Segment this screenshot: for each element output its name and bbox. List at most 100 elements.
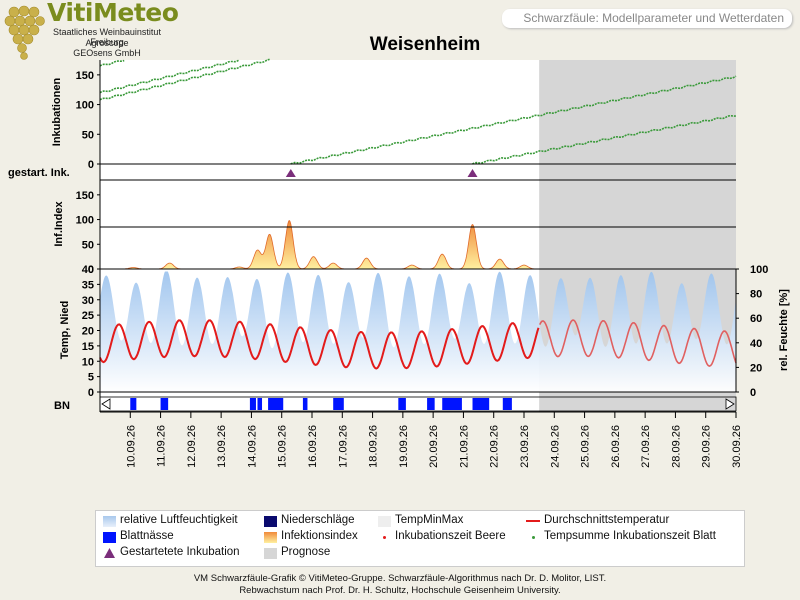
legend-meantemp: Durchschnittstemperatur (544, 514, 670, 526)
humidity-area (100, 271, 736, 392)
footer-credits: VM Schwarzfäule-Grafik © VitiMeteo-Grupp… (0, 573, 800, 597)
leaf-wetness-block-0 (130, 398, 137, 410)
x-tick-label-1: 11.09.26 (156, 425, 168, 467)
incubation-line-3 (290, 75, 737, 165)
incubation-y-tick-3: 150 (76, 70, 94, 82)
legend-precip: Niederschläge (281, 514, 355, 526)
humidity-y-tick-4: 80 (750, 289, 762, 301)
started-incubation-axis-title: gestart. Ink. (8, 167, 70, 179)
precip-swatch-icon (264, 516, 277, 527)
x-tick-label-18: 28.09.26 (670, 425, 682, 468)
logo-institute: Staatliches Weinbauinstitut Freiburg (53, 27, 161, 47)
x-tick-label-6: 16.09.26 (307, 425, 319, 468)
temp-y-tick-8: 40 (82, 264, 94, 276)
logo-title: VitiMeteo (47, 0, 179, 27)
x-tick-label-4: 14.09.26 (246, 425, 258, 468)
humidity-y-tick-5: 100 (750, 264, 768, 276)
date-scroll-bar (99, 396, 737, 412)
leaf-wetness-block-2 (249, 398, 256, 410)
x-tick-label-5: 15.09.26 (277, 425, 289, 468)
x-tick-label-2: 12.09.26 (186, 425, 198, 468)
footer-line-2: Rebwachstum nach Prof. Dr. H. Schultz, H… (239, 585, 561, 596)
infection-y-tick-2: 100 (76, 215, 94, 227)
leaf-wetness-block-8 (427, 398, 435, 410)
x-tick-label-19: 29.09.26 (701, 425, 713, 468)
incubation-line-1 (99, 59, 240, 94)
leaf-wetness-block-1 (160, 398, 169, 410)
x-tick-label-11: 21.09.26 (458, 425, 470, 468)
grape-logo-icon (4, 5, 45, 60)
x-tick-label-3: 13.09.26 (216, 425, 228, 468)
humidity-y-tick-1: 20 (750, 362, 762, 374)
incubation-line-0 (99, 59, 125, 67)
leafwetness-swatch-icon (103, 532, 116, 543)
x-tick-label-16: 26.09.26 (610, 425, 622, 468)
incubation-y-tick-2: 100 (76, 100, 94, 112)
humidity-y-tick-3: 60 (750, 313, 762, 325)
x-tick-label-10: 20.09.26 (428, 425, 440, 468)
scroll-left-arrow-icon (101, 398, 111, 410)
temp-y-tick-2: 10 (82, 356, 94, 368)
temp-axis-title: Temp, Nied (59, 301, 71, 359)
triangle-marker-icon (104, 548, 115, 558)
infection-axis-title: Inf.Index (53, 201, 65, 247)
leaf-wetness-axis-title: BN (54, 400, 70, 412)
logo-agroscope: Agroscope (85, 38, 129, 48)
incubation-axis-title: Inkubationen (51, 78, 63, 147)
tempminmax-swatch-icon (378, 516, 391, 527)
footer-line-1: VM Schwarzfäule-Grafik © VitiMeteo-Grupp… (193, 573, 607, 584)
infection-swatch-icon (264, 532, 277, 543)
infection-index-area (100, 220, 546, 270)
infection-y-tick-1: 50 (82, 239, 94, 251)
humidity-swatch-icon (103, 516, 116, 527)
leaf-wetness-block-10 (472, 398, 490, 410)
temp-y-tick-3: 15 (82, 341, 94, 353)
chart-subtitle: Schwarzfäule: Modellparameter und Wetter… (502, 9, 792, 28)
leaf-wetness-block-11 (502, 398, 512, 410)
leaf-wetness-block-3 (257, 398, 263, 410)
x-tick-label-12: 22.09.26 (489, 425, 501, 468)
x-tick-label-7: 17.09.26 (337, 425, 349, 468)
legend-leafwetness: Blattnässe (120, 530, 174, 542)
leaf-wetness-block-6 (333, 398, 344, 410)
green-dot-icon (532, 536, 535, 539)
humidity-y-tick-2: 40 (750, 338, 762, 350)
mean-temp-line-forecast (539, 319, 737, 367)
legend-tempsum-leaf: Tempsumme Inkubationszeit Blatt (544, 530, 716, 542)
red-dot-icon (383, 536, 386, 539)
temp-y-tick-4: 20 (82, 326, 94, 338)
schwarzfaeule-chart: 0501001500501001500510152025303540020406… (8, 58, 790, 468)
x-tick-label-9: 19.09.26 (398, 425, 410, 468)
infection-y-tick-3: 150 (76, 190, 94, 202)
station-title: Weisenheim (369, 34, 481, 55)
humidity-y-tick-0: 0 (750, 387, 756, 399)
temp-y-tick-6: 30 (82, 295, 94, 307)
leaf-wetness-block-5 (302, 398, 308, 410)
temp-y-tick-5: 25 (82, 310, 94, 322)
started-incubation-marker-1 (467, 169, 478, 177)
x-tick-label-0: 10.09.26 (125, 425, 137, 468)
forecast-swatch-icon (264, 548, 277, 559)
started-incubation-marker-0 (285, 169, 296, 177)
incubation-line-4 (472, 114, 737, 165)
temp-y-tick-0: 0 (88, 387, 94, 399)
legend-humidity: relative Luftfeuchtigkeit (120, 514, 238, 526)
infection-y-tick-0: 0 (88, 264, 94, 276)
chart-legend: relative Luftfeuchtigkeit Niederschläge … (95, 510, 745, 567)
x-tick-label-14: 24.09.26 (549, 425, 561, 468)
incubation-y-tick-0: 0 (88, 159, 94, 171)
leaf-wetness-block-9 (442, 398, 462, 410)
x-tick-label-13: 23.09.26 (519, 425, 531, 468)
incubation-y-tick-1: 50 (82, 129, 94, 141)
humidity-axis-title: rel. Feuchte [%] (778, 289, 790, 371)
x-tick-label-20: 30.09.26 (731, 425, 743, 468)
scroll-right-arrow-icon (725, 398, 735, 410)
logo-geosens: GEOsens GmbH (73, 48, 141, 58)
legend-forecast: Prognose (281, 546, 331, 558)
leaf-wetness-block-4 (268, 398, 284, 410)
legend-incubation-berry: Inkubationszeit Beere (395, 530, 506, 542)
x-tick-label-8: 18.09.26 (368, 425, 380, 468)
temp-y-tick-1: 5 (88, 372, 94, 384)
x-tick-label-17: 27.09.26 (640, 425, 652, 468)
legend-infection: Infektionsindex (281, 530, 358, 542)
